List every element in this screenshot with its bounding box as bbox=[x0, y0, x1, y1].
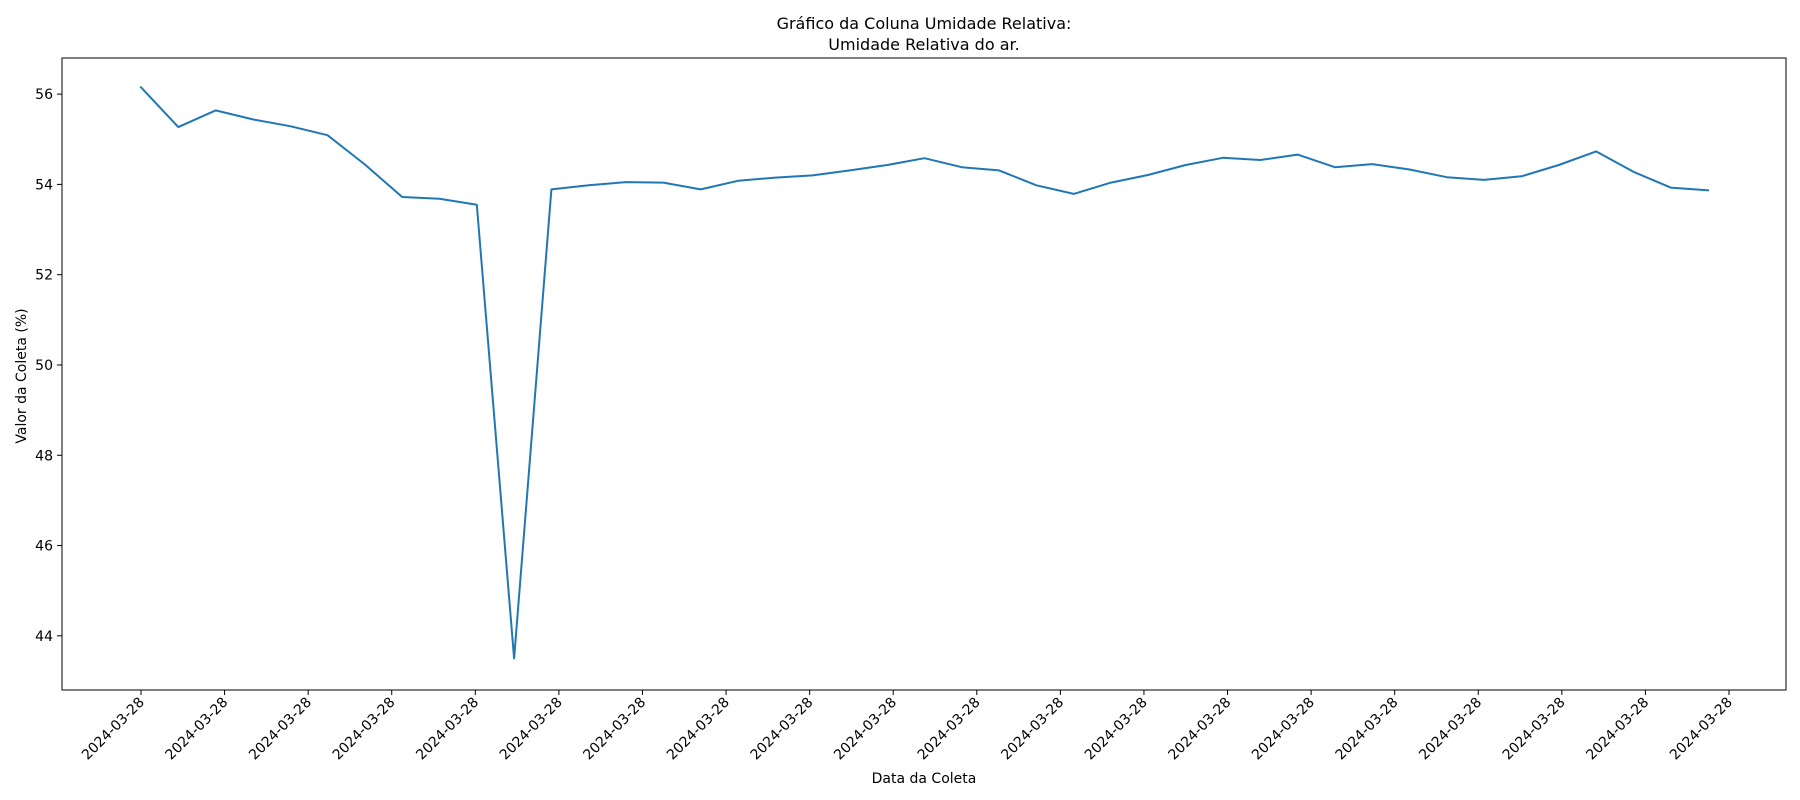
x-tick-label: 2024-03-28 bbox=[831, 695, 900, 764]
data-point bbox=[1632, 171, 1634, 173]
x-tick-label: 2024-03-28 bbox=[1667, 695, 1736, 764]
x-tick-label: 2024-03-28 bbox=[330, 695, 399, 764]
data-point bbox=[550, 188, 552, 190]
data-point bbox=[364, 164, 366, 166]
data-point bbox=[1558, 164, 1560, 166]
data-point bbox=[1222, 157, 1224, 159]
x-tick-label: 2024-03-28 bbox=[1166, 695, 1235, 764]
y-tick-label: 54 bbox=[35, 177, 53, 193]
data-point bbox=[289, 125, 291, 127]
x-tick-label: 2024-03-28 bbox=[580, 695, 649, 764]
data-point bbox=[1147, 174, 1149, 176]
data-point bbox=[1259, 159, 1261, 161]
data-point bbox=[849, 169, 851, 171]
data-point bbox=[513, 657, 515, 659]
y-tick-label: 48 bbox=[35, 448, 53, 464]
x-tick-label: 2024-03-28 bbox=[1082, 695, 1151, 764]
data-point bbox=[812, 174, 814, 176]
x-tick-label: 2024-03-28 bbox=[1333, 695, 1402, 764]
data-point bbox=[438, 198, 440, 200]
plot-frame bbox=[61, 57, 1787, 691]
x-tick-label: 2024-03-28 bbox=[1249, 695, 1318, 764]
data-point bbox=[625, 181, 627, 183]
data-point bbox=[588, 184, 590, 186]
x-tick-label: 2024-03-28 bbox=[246, 695, 315, 764]
data-point bbox=[1185, 164, 1187, 166]
data-point bbox=[1073, 193, 1075, 195]
x-tick-label: 2024-03-28 bbox=[413, 695, 482, 764]
y-tick-label: 50 bbox=[35, 358, 53, 374]
data-point bbox=[1707, 189, 1709, 191]
series-line bbox=[139, 85, 1710, 660]
data-point bbox=[1334, 166, 1336, 168]
x-tick-label: 2024-03-28 bbox=[1583, 695, 1652, 764]
x-tick-label: 2024-03-28 bbox=[748, 695, 817, 764]
data-point bbox=[774, 177, 776, 179]
data-point bbox=[327, 134, 329, 136]
x-tick-label: 2024-03-28 bbox=[497, 695, 566, 764]
x-axis-label: Data da Coleta bbox=[872, 771, 977, 787]
data-point bbox=[1409, 169, 1411, 171]
data-point bbox=[177, 126, 179, 128]
y-axis-label: Valor da Coleta (%) bbox=[14, 308, 30, 443]
data-point bbox=[737, 180, 739, 182]
x-tick-label: 2024-03-28 bbox=[1416, 695, 1485, 764]
y-tick-label: 44 bbox=[35, 629, 53, 645]
data-point bbox=[401, 196, 403, 198]
data-point bbox=[1371, 163, 1373, 165]
data-point bbox=[662, 182, 664, 184]
data-point bbox=[215, 109, 217, 111]
data-point bbox=[140, 86, 142, 88]
x-tick-label: 2024-03-28 bbox=[163, 695, 232, 764]
data-point bbox=[961, 166, 963, 168]
y-tick-label: 56 bbox=[35, 87, 53, 103]
x-tick-label: 2024-03-28 bbox=[915, 695, 984, 764]
x-tick-label: 2024-03-28 bbox=[664, 695, 733, 764]
data-point bbox=[1035, 184, 1037, 186]
data-point bbox=[998, 169, 1000, 171]
data-point bbox=[886, 164, 888, 166]
y-tick-label: 46 bbox=[35, 539, 53, 555]
chart-title: Gráfico da Coluna Umidade Relativa: bbox=[777, 14, 1072, 33]
data-point bbox=[1446, 176, 1448, 178]
data-point bbox=[1110, 182, 1112, 184]
x-tick-label: 2024-03-28 bbox=[998, 695, 1067, 764]
data-point bbox=[252, 118, 254, 120]
data-point bbox=[476, 204, 478, 206]
data-point bbox=[1297, 154, 1299, 156]
y-tick-label: 52 bbox=[35, 268, 53, 284]
data-point bbox=[1520, 175, 1522, 177]
data-point bbox=[1483, 179, 1485, 181]
data-point bbox=[1595, 150, 1597, 152]
data-point bbox=[700, 188, 702, 190]
x-tick-label: 2024-03-28 bbox=[1500, 695, 1569, 764]
data-point bbox=[1670, 187, 1672, 189]
x-tick-label: 2024-03-28 bbox=[79, 695, 148, 764]
data-point bbox=[924, 157, 926, 159]
chart-subtitle: Umidade Relativa do ar. bbox=[828, 35, 1019, 54]
